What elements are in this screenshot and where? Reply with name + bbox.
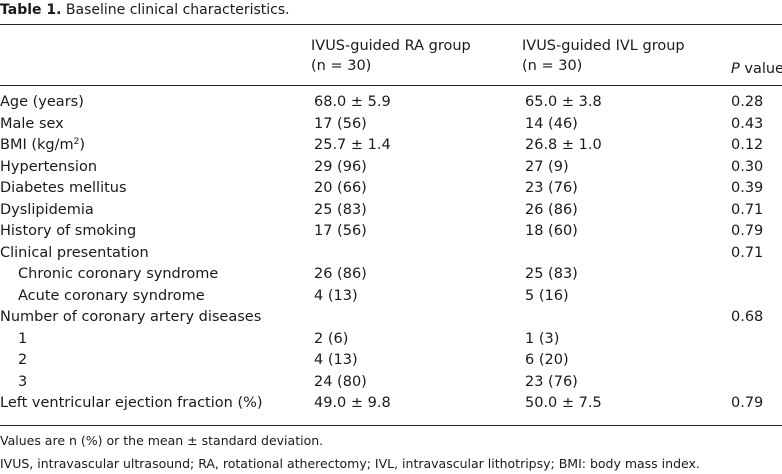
row-p-value: 0.71 (731, 244, 764, 261)
row-label: Diabetes mellitus (0, 178, 127, 198)
footnote-1: Values are n (%) or the mean ± standard … (0, 433, 324, 448)
row-label-superscript: 2 (73, 137, 80, 147)
row-ivl-value: 23 (76) (525, 373, 578, 390)
row-label-text: 3 (18, 373, 28, 390)
row-label-text: Male sex (0, 115, 64, 132)
row-label: 3 (18, 372, 27, 392)
row-label: BMI (kg/m2) (0, 135, 85, 155)
row-label-text: Chronic coronary syndrome (18, 266, 219, 282)
row-label-text: History of smoking (0, 223, 137, 239)
header-ra-line1: IVUS-guided RA group (311, 38, 471, 54)
footnote-2: IVUS, intravascular ultrasound; RA, rota… (0, 456, 700, 471)
row-p-value: 0.79 (731, 395, 764, 411)
row-ivl-value: 1 (3) (525, 330, 560, 347)
row-ra-value: 20 (66) (314, 180, 367, 196)
row-ivl-value: 25 (83) (525, 266, 578, 282)
row-ivl-value: 26 (86) (525, 201, 578, 218)
header-ivl-line1: IVUS-guided IVL group (522, 38, 685, 54)
row-label-text: Diabetes mellitus (0, 180, 127, 196)
row-ivl-value: 23 (76) (525, 180, 578, 196)
row-ivl-value: 18 (60) (525, 223, 578, 239)
row-label: 2 (18, 350, 27, 370)
row-label: Number of coronary artery diseases (0, 307, 261, 327)
row-label: Clinical presentation (0, 243, 149, 263)
row-p-value: 0.28 (731, 94, 764, 110)
row-ra-value: 4 (13) (314, 287, 358, 304)
row-label: Male sex (0, 114, 64, 134)
row-label: Dyslipidemia (0, 200, 94, 220)
header-rule (0, 85, 782, 86)
top-rule (0, 24, 782, 25)
header-ra-line2: (n = 30) (311, 58, 372, 74)
row-ra-value: 17 (56) (314, 223, 367, 239)
row-ra-value: 17 (56) (314, 115, 367, 132)
table-caption-text: Baseline clinical characteristics. (65, 2, 290, 18)
row-p-value: 0.43 (731, 115, 764, 132)
table-caption-label: Table 1. (0, 2, 62, 18)
row-label: 1 (18, 329, 27, 349)
row-label-text: Acute coronary syndrome (18, 287, 205, 304)
row-ra-value: 68.0 ± 5.9 (314, 94, 391, 110)
row-label: Acute coronary syndrome (18, 286, 205, 306)
row-label-text: Dyslipidemia (0, 201, 94, 218)
row-ra-value: 25 (83) (314, 201, 367, 218)
row-ra-value: 24 (80) (314, 373, 367, 390)
row-label-text: Age (years) (0, 94, 84, 110)
row-ivl-value: 5 (16) (525, 287, 569, 304)
row-label: Hypertension (0, 157, 97, 177)
row-p-value: 0.30 (731, 158, 764, 175)
row-ra-value: 25.7 ± 1.4 (314, 137, 391, 153)
row-ra-value: 26 (86) (314, 266, 367, 282)
row-ivl-value: 14 (46) (525, 115, 578, 132)
row-label: Left ventricular ejection fraction (%) (0, 393, 263, 413)
bottom-rule (0, 425, 782, 426)
row-ra-value: 49.0 ± 9.8 (314, 395, 391, 411)
row-ivl-value: 50.0 ± 7.5 (525, 395, 602, 411)
row-p-value: 0.12 (731, 137, 764, 153)
header-p-value: P value (731, 59, 782, 79)
row-p-value: 0.68 (731, 309, 764, 325)
row-ra-value: 29 (96) (314, 158, 367, 175)
row-ra-value: 4 (13) (314, 352, 358, 368)
header-p-rest: value (739, 61, 782, 77)
table-caption: Table 1. Baseline clinical characteristi… (0, 1, 290, 19)
row-ra-value: 2 (6) (314, 330, 349, 347)
header-p-italic: P (731, 61, 740, 77)
row-label-text: 2 (18, 352, 28, 368)
row-p-value: 0.71 (731, 201, 764, 218)
row-label: History of smoking (0, 221, 136, 241)
header-ivl-line2: (n = 30) (522, 58, 583, 74)
row-p-value: 0.39 (731, 180, 764, 196)
row-label: Chronic coronary syndrome (18, 264, 218, 284)
row-ivl-value: 65.0 ± 3.8 (525, 94, 602, 110)
row-label-text: Left ventricular ejection fraction (%) (0, 395, 263, 411)
row-ivl-value: 27 (9) (525, 158, 569, 175)
row-label-text: Number of coronary artery diseases (0, 309, 262, 325)
row-p-value: 0.79 (731, 223, 764, 239)
row-label-text: Clinical presentation (0, 244, 149, 261)
row-label-suffix: ) (79, 137, 86, 153)
row-ivl-value: 26.8 ± 1.0 (525, 137, 602, 153)
row-label: Age (years) (0, 92, 84, 112)
row-ivl-value: 6 (20) (525, 352, 569, 368)
row-label-text: Hypertension (0, 158, 98, 175)
row-label-text: BMI (kg/m (0, 137, 74, 153)
row-label-text: 1 (18, 330, 28, 347)
